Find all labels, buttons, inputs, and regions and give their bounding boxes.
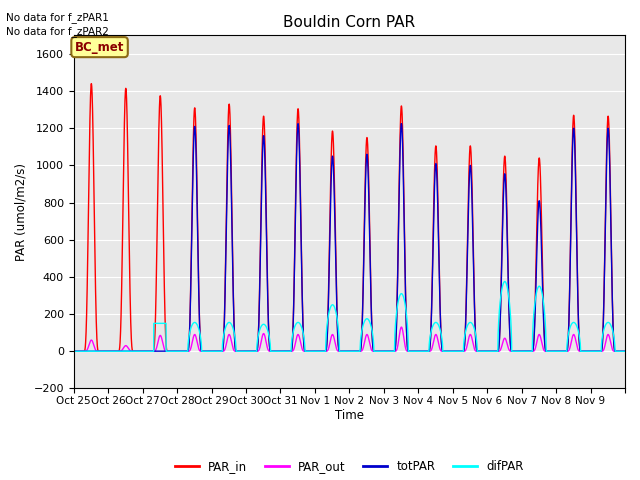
Legend: PAR_in, PAR_out, totPAR, difPAR: PAR_in, PAR_out, totPAR, difPAR: [170, 456, 529, 478]
difPAR: [70, 348, 77, 354]
difPAR: [621, 348, 629, 354]
PAR_in: [184, 348, 192, 353]
Text: No data for f_zPAR2: No data for f_zPAR2: [6, 26, 109, 37]
PAR_out: [528, 348, 536, 354]
totPAR: [621, 348, 629, 354]
PAR_in: [500, 154, 508, 159]
totPAR: [399, 179, 407, 184]
PAR_in: [528, 348, 536, 354]
PAR_out: [184, 348, 192, 354]
difPAR: [500, 279, 508, 285]
totPAR: [184, 348, 192, 354]
Line: difPAR: difPAR: [74, 282, 625, 351]
totPAR: [70, 348, 77, 354]
Title: Bouldin Corn PAR: Bouldin Corn PAR: [284, 15, 415, 30]
totPAR: [397, 121, 405, 127]
PAR_in: [70, 348, 77, 354]
PAR_in: [88, 81, 95, 86]
difPAR: [184, 342, 192, 348]
Line: PAR_in: PAR_in: [74, 84, 625, 351]
difPAR: [528, 348, 536, 354]
PAR_out: [621, 348, 629, 354]
PAR_in: [370, 348, 378, 354]
Line: totPAR: totPAR: [74, 124, 625, 351]
X-axis label: Time: Time: [335, 409, 364, 422]
PAR_in: [399, 165, 407, 171]
PAR_in: [621, 348, 629, 354]
totPAR: [500, 171, 508, 177]
Line: PAR_out: PAR_out: [74, 327, 625, 351]
difPAR: [501, 279, 509, 285]
PAR_out: [399, 332, 407, 338]
PAR_in: [542, 348, 550, 354]
difPAR: [399, 293, 407, 299]
Text: No data for f_zPAR1: No data for f_zPAR1: [6, 12, 109, 23]
PAR_out: [70, 348, 77, 354]
Y-axis label: PAR (umol/m2/s): PAR (umol/m2/s): [15, 163, 28, 261]
totPAR: [370, 348, 378, 354]
difPAR: [370, 343, 378, 349]
PAR_out: [370, 348, 378, 354]
Text: BC_met: BC_met: [75, 41, 124, 54]
PAR_out: [500, 336, 508, 341]
PAR_out: [397, 324, 405, 330]
totPAR: [542, 348, 550, 354]
PAR_out: [542, 348, 550, 354]
totPAR: [528, 348, 536, 354]
difPAR: [542, 335, 550, 340]
